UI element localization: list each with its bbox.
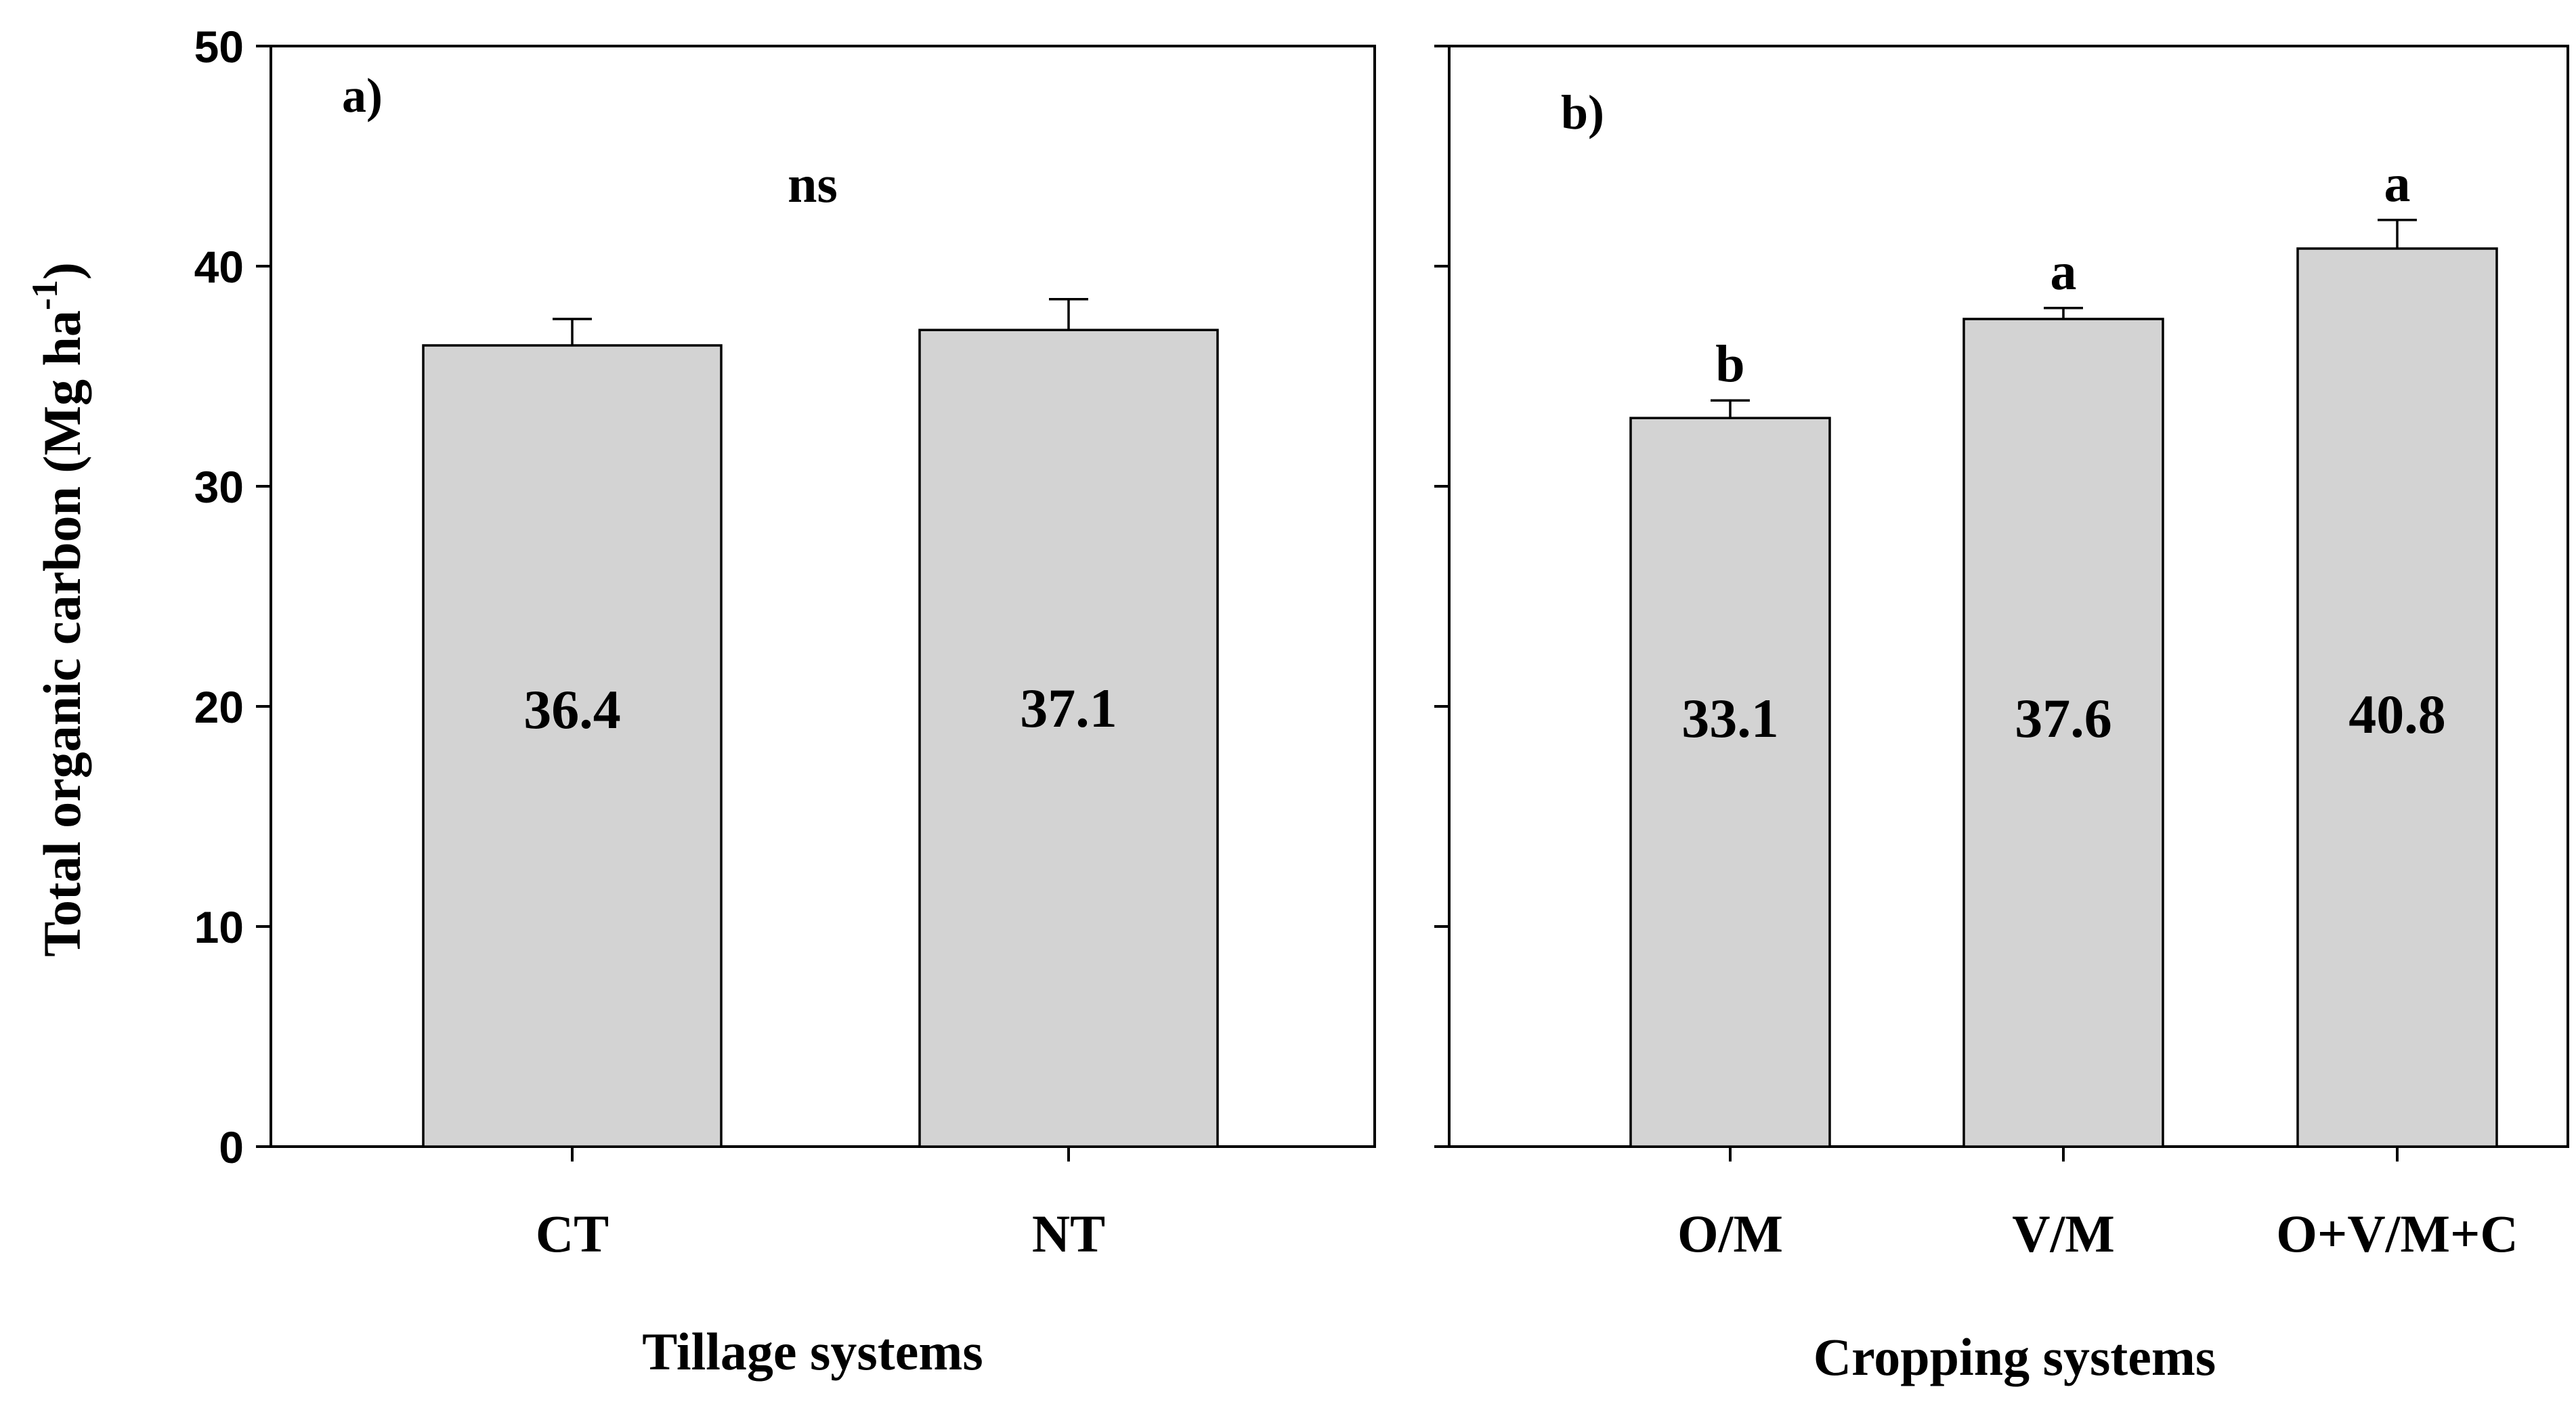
significance-letter: a <box>2051 242 2077 301</box>
bar-value-label: 37.1 <box>1020 677 1117 739</box>
bar-value-label: 36.4 <box>523 679 621 740</box>
category-label: O/M <box>1677 1204 1783 1263</box>
y-axis-title-close: ) <box>33 262 91 280</box>
bar <box>2296 247 2498 1148</box>
panel-b-bars: 33.1 O/M b 37.6 V/M a 40.8 O+V/M+C a <box>1629 154 2518 1263</box>
panel-a-frame <box>270 45 1376 1148</box>
panel-a: a) ns Tillage systems 0 10 20 30 40 50 36.4 CT… <box>194 22 1376 1381</box>
significance-letter: b <box>1715 334 1744 393</box>
bar <box>918 328 1219 1148</box>
y-axis-title-main: Total organic carbon (Mg ha <box>33 310 91 957</box>
y-tick-label: 30 <box>194 462 244 512</box>
category-label: O+V/M+C <box>2276 1204 2518 1263</box>
y-tick-label: 20 <box>194 682 244 732</box>
panel-a-bars: 36.4 CT 37.1 NT <box>422 298 1219 1263</box>
bar-value-label: 33.1 <box>1681 687 1779 749</box>
y-axis-title-superscript: -1 <box>24 280 65 310</box>
panel-a-y-ticks: 0 10 20 30 40 50 <box>194 22 271 1172</box>
bar-value-label: 37.6 <box>2015 687 2112 749</box>
y-tick-label: 40 <box>194 242 244 292</box>
category-label: CT <box>536 1204 609 1263</box>
bar-value-label: 40.8 <box>2348 683 2446 745</box>
panel-a-label: a) <box>342 68 383 123</box>
panel-b-x-title: Cropping systems <box>1813 1327 2216 1386</box>
bar <box>1629 417 1831 1148</box>
panel-a-x-title: Tillage systems <box>642 1322 983 1381</box>
y-tick-label: 0 <box>219 1122 244 1172</box>
panel-b-y-ticks <box>1434 45 1449 1148</box>
bar <box>422 344 723 1148</box>
bar <box>1962 318 2164 1148</box>
y-tick-label: 50 <box>194 22 244 72</box>
panel-b-label: b) <box>1561 85 1604 140</box>
significance-letter: a <box>2384 154 2411 213</box>
y-tick-label: 10 <box>194 902 244 952</box>
category-label: NT <box>1032 1204 1105 1263</box>
panel-b: b) Cropping systems 33.1 O/M b 37.6 V/M a 40.8… <box>1434 45 2569 1386</box>
y-axis-title: Total organic carbon (Mg ha-1) <box>24 262 91 957</box>
panel-a-significance: ns <box>788 154 838 213</box>
category-label: V/M <box>2012 1204 2115 1263</box>
